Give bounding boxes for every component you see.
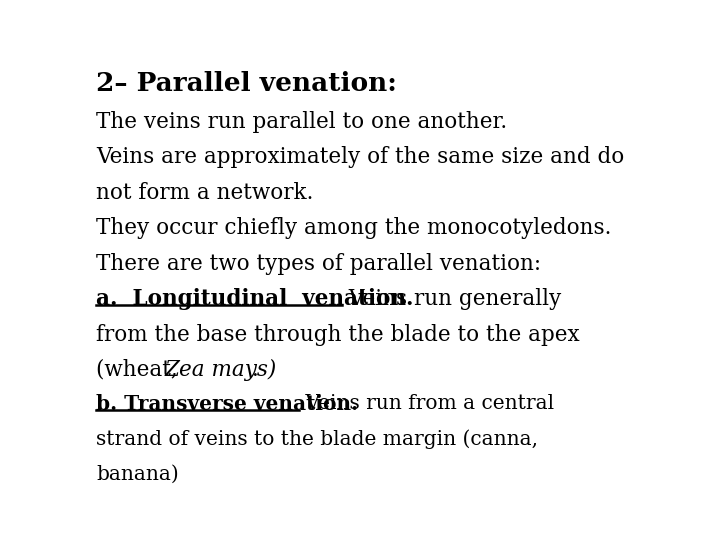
Text: .: . bbox=[252, 359, 258, 381]
Text: b. Transverse venation.: b. Transverse venation. bbox=[96, 394, 359, 414]
Text: Zea mays): Zea mays) bbox=[165, 359, 277, 381]
Text: from the base through the blade to the apex: from the base through the blade to the a… bbox=[96, 323, 580, 346]
Text: Veins run generally: Veins run generally bbox=[342, 288, 562, 310]
Text: (wheat,: (wheat, bbox=[96, 359, 185, 381]
Text: There are two types of parallel venation:: There are two types of parallel venation… bbox=[96, 253, 541, 275]
Text: They occur chiefly among the monocotyledons.: They occur chiefly among the monocotyled… bbox=[96, 217, 611, 239]
Text: a.  Longitudinal  venation.: a. Longitudinal venation. bbox=[96, 288, 414, 310]
Text: 2– Parallel venation:: 2– Parallel venation: bbox=[96, 71, 397, 96]
Text: not form a network.: not form a network. bbox=[96, 182, 314, 204]
Text: banana): banana) bbox=[96, 465, 179, 484]
Text: The veins run parallel to one another.: The veins run parallel to one another. bbox=[96, 111, 508, 133]
Text: strand of veins to the blade margin (canna,: strand of veins to the blade margin (can… bbox=[96, 430, 539, 449]
Text: Veins are approximately of the same size and do: Veins are approximately of the same size… bbox=[96, 146, 624, 168]
Text: Veins run from a central: Veins run from a central bbox=[300, 394, 554, 413]
